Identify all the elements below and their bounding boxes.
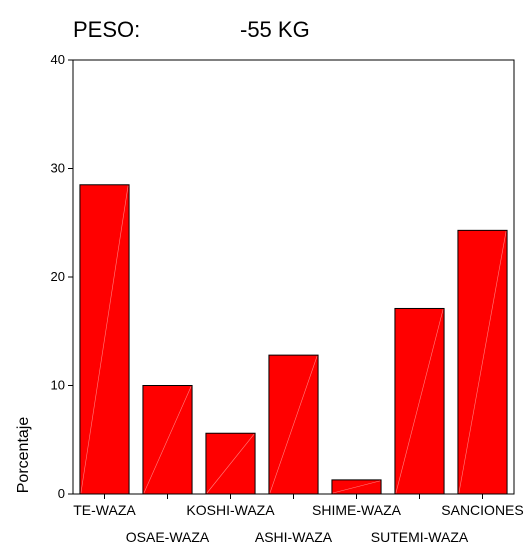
bar-highlight bbox=[269, 356, 318, 494]
x-tick-label: SANCIONES bbox=[441, 502, 523, 518]
chart-title-value: -55 KG bbox=[240, 17, 310, 42]
x-tick-label: OSAE-WAZA bbox=[126, 529, 210, 544]
bar-highlight bbox=[458, 231, 507, 494]
chart-title-label: PESO: bbox=[73, 17, 140, 42]
y-tick-label: 0 bbox=[58, 486, 65, 501]
bar-highlight bbox=[143, 386, 192, 494]
y-axis-label: Porcentaje bbox=[15, 417, 32, 494]
x-tick-label: KOSHI-WAZA bbox=[186, 502, 275, 518]
x-tick-label: TE-WAZA bbox=[73, 502, 136, 518]
y-tick-label: 20 bbox=[51, 269, 65, 284]
y-tick-label: 30 bbox=[51, 161, 65, 176]
plot-area: 0 10 20 30 40 TE-WAZA OSAE-WAZA KOSHI-WAZA ASHI-… bbox=[51, 52, 524, 544]
bar-highlight bbox=[80, 185, 129, 494]
x-tick-label: ASHI-WAZA bbox=[255, 529, 333, 544]
x-tick-label: SUTEMI-WAZA bbox=[371, 529, 469, 544]
x-tick-label: SHIME-WAZA bbox=[312, 502, 402, 518]
y-tick-label: 10 bbox=[51, 378, 65, 393]
bar-highlight bbox=[395, 309, 444, 494]
y-tick-label: 40 bbox=[51, 52, 65, 67]
bar-highlight bbox=[332, 480, 381, 494]
bar-highlight bbox=[206, 434, 255, 494]
